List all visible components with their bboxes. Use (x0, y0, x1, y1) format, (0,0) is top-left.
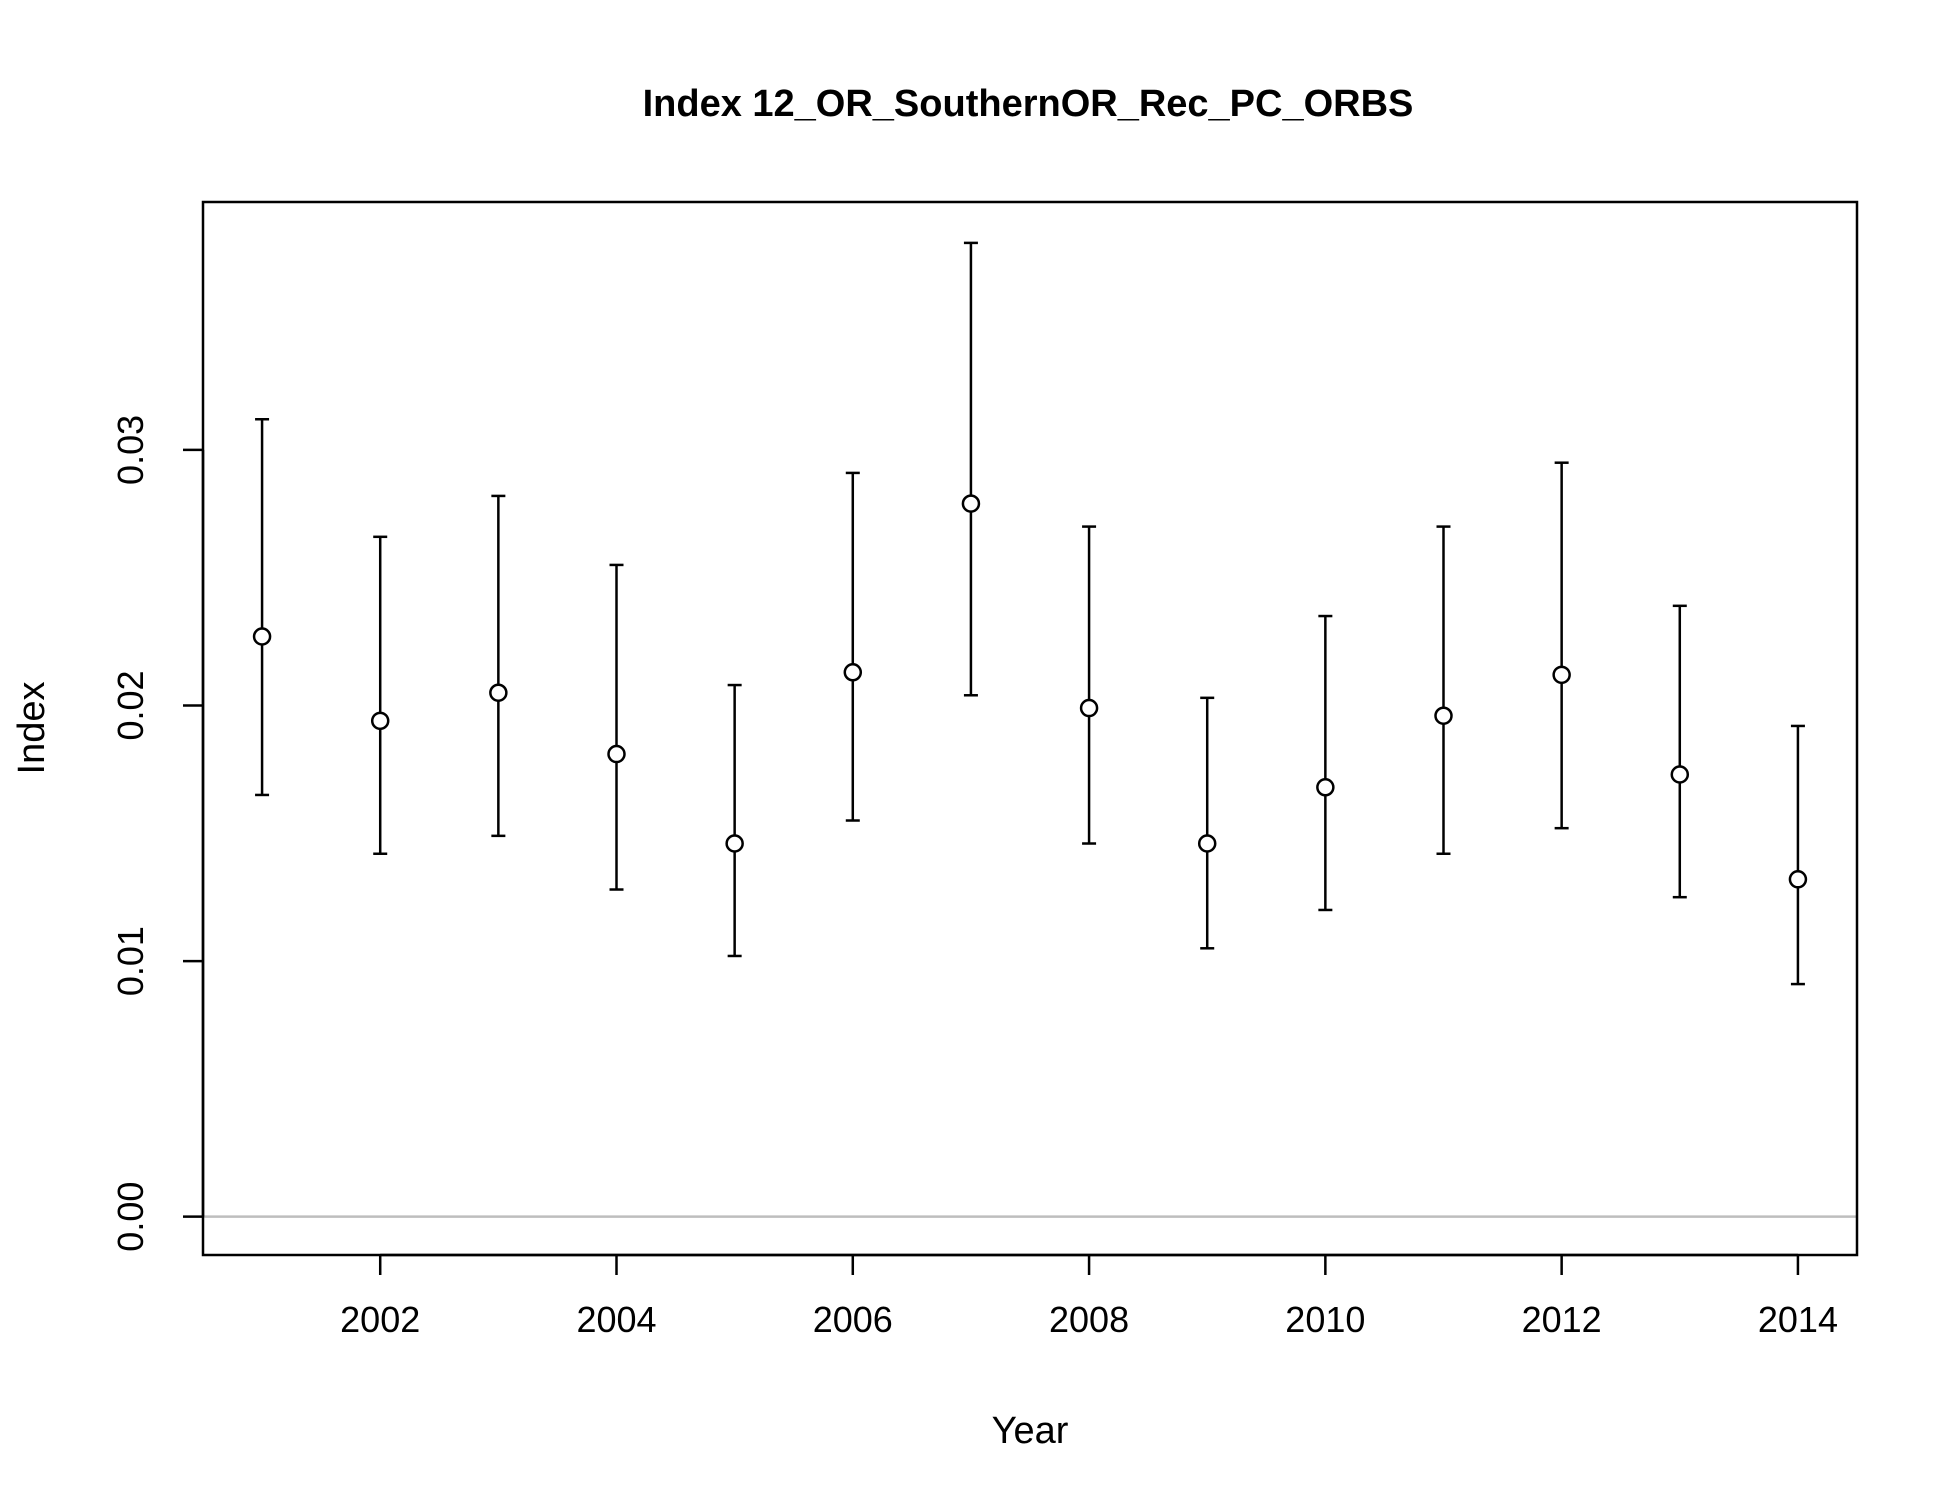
x-tick-label: 2012 (1522, 1299, 1602, 1340)
y-axis-label: Index (11, 682, 53, 775)
x-tick-label: 2002 (340, 1299, 420, 1340)
error-bar-layer (255, 241, 1805, 986)
error-bar (963, 241, 978, 697)
x-axis: 2002 2004 2006 2008 2010 2012 2014 (340, 1253, 1838, 1340)
x-tick-label: 2008 (1049, 1299, 1129, 1340)
error-bar (1200, 696, 1215, 950)
data-point (1434, 706, 1453, 725)
plot-frame (201, 200, 1859, 1257)
chart-title: Index 12_OR_SouthernOR_Rec_PC_ORBS (643, 83, 1414, 125)
data-point (961, 494, 981, 513)
error-bar (373, 535, 388, 855)
error-bar (1554, 461, 1569, 830)
error-bar (609, 563, 624, 891)
data-point (489, 683, 508, 702)
error-bar (1082, 525, 1097, 845)
data-point (1197, 834, 1217, 853)
point-layer (252, 494, 1808, 889)
data-point (1670, 765, 1690, 784)
x-tick-label: 2014 (1758, 1299, 1838, 1340)
data-point (1552, 665, 1571, 685)
data-point (370, 711, 390, 731)
error-bar (845, 471, 860, 822)
y-tick-label: 0.00 (110, 1182, 151, 1252)
y-axis: 0.00 0.01 0.02 0.03 (110, 415, 205, 1252)
y-tick-label: 0.01 (110, 926, 151, 996)
data-point (1316, 778, 1335, 797)
data-point (1079, 698, 1099, 718)
error-bar (491, 494, 506, 838)
error-bar (727, 683, 742, 958)
y-tick-label: 0.03 (110, 415, 151, 485)
error-bar (1436, 525, 1451, 855)
data-point (252, 627, 272, 646)
x-tick-label: 2006 (813, 1299, 893, 1340)
error-bar (1672, 604, 1687, 899)
x-tick-label: 2004 (576, 1299, 656, 1340)
error-bar (1318, 614, 1333, 912)
y-tick-label: 0.02 (110, 670, 151, 740)
data-point (725, 834, 744, 853)
data-point (843, 663, 863, 682)
error-bar (255, 417, 270, 797)
error-bar (1790, 724, 1805, 986)
data-point (1788, 870, 1808, 889)
x-axis-label: Year (992, 1410, 1069, 1452)
data-point (607, 744, 626, 764)
x-tick-label: 2010 (1285, 1299, 1365, 1340)
